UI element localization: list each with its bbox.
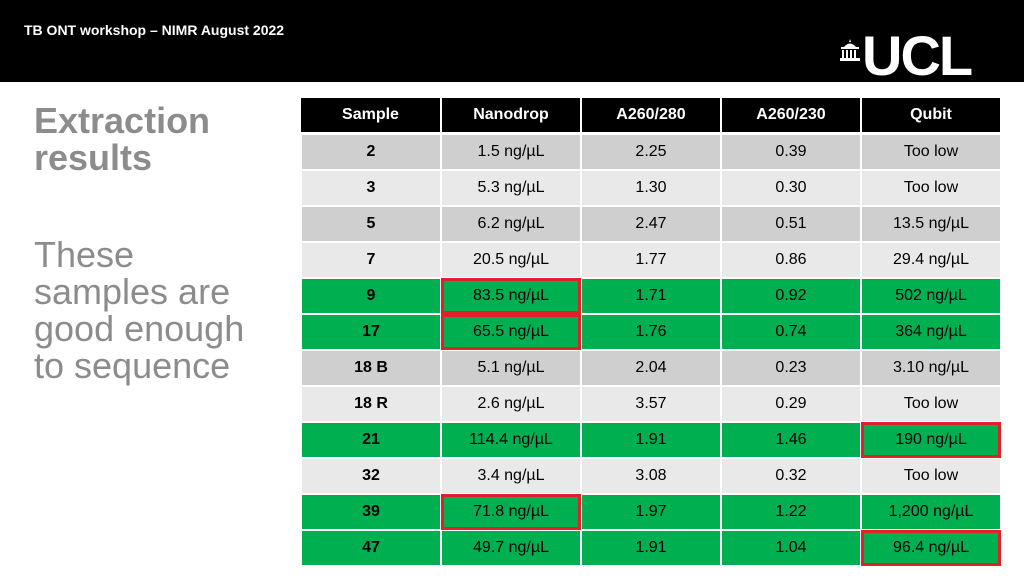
nanodrop-cell: 20.5 ng/µL <box>440 241 582 279</box>
ucl-portico-icon <box>840 39 860 61</box>
qubit-cell: 502 ng/µL <box>860 277 1002 315</box>
sample-cell: 39 <box>300 493 442 531</box>
qubit-cell: Too low <box>860 385 1002 423</box>
qubit-cell: 29.4 ng/µL <box>860 241 1002 279</box>
a260-280-cell: 3.08 <box>580 457 722 495</box>
header-bar: TB ONT workshop – NIMR August 2022 UCL <box>0 0 1024 84</box>
a260-230-cell: 1.22 <box>720 493 862 531</box>
a260-280-cell: 1.97 <box>580 493 722 531</box>
table-row: 21 114.4 ng/µL 1.91 1.46 190 ng/µL <box>300 421 1002 459</box>
subtext-line: to sequence <box>34 345 231 386</box>
a260-230-cell: 0.29 <box>720 385 862 423</box>
subtext-line: samples are <box>34 271 231 312</box>
table-row: 2 1.5 ng/µL 2.25 0.39 Too low <box>300 132 1002 171</box>
nanodrop-cell: 2.6 ng/µL <box>440 385 582 423</box>
column-header-nanodrop: Nanodrop <box>441 98 582 135</box>
a260-280-cell: 1.77 <box>580 241 722 279</box>
qubit-cell: 96.4 ng/µL <box>860 529 1002 567</box>
table-row: 17 65.5 ng/µL 1.76 0.74 364 ng/µL <box>300 313 1002 351</box>
qubit-cell: Too low <box>860 132 1002 171</box>
ucl-logo: UCL <box>840 28 1010 84</box>
slide-subtext: These samples are good enough to sequenc… <box>34 236 296 384</box>
a260-280-cell: 2.25 <box>580 132 722 171</box>
a260-280-cell: 3.57 <box>580 385 722 423</box>
table-row: 39 71.8 ng/µL 1.97 1.22 1,200 ng/µL <box>300 493 1002 531</box>
column-header-a260-280: A260/280 <box>581 98 722 135</box>
a260-230-cell: 0.51 <box>720 205 862 243</box>
nanodrop-cell: 65.5 ng/µL <box>440 313 582 351</box>
qubit-cell: 364 ng/µL <box>860 313 1002 351</box>
a260-280-cell: 1.30 <box>580 169 722 207</box>
sample-cell: 47 <box>300 529 442 567</box>
qubit-cell: 3.10 ng/µL <box>860 349 1002 387</box>
subtext-line: These <box>34 234 135 275</box>
a260-230-cell: 0.39 <box>720 132 862 171</box>
nanodrop-cell: 6.2 ng/µL <box>440 205 582 243</box>
sample-cell: 5 <box>300 205 442 243</box>
nanodrop-cell: 114.4 ng/µL <box>440 421 582 459</box>
a260-280-cell: 2.47 <box>580 205 722 243</box>
slide-heading: Extraction results <box>34 102 284 176</box>
nanodrop-cell: 49.7 ng/µL <box>440 529 582 567</box>
table-row: 9 83.5 ng/µL 1.71 0.92 502 ng/µL <box>300 277 1002 315</box>
nanodrop-cell: 5.3 ng/µL <box>440 169 582 207</box>
table-row: 32 3.4 ng/µL 3.08 0.32 Too low <box>300 457 1002 495</box>
sample-cell: 3 <box>300 169 442 207</box>
nanodrop-cell: 5.1 ng/µL <box>440 349 582 387</box>
sample-cell: 21 <box>300 421 442 459</box>
sample-cell: 32 <box>300 457 442 495</box>
table-row: 5 6.2 ng/µL 2.47 0.51 13.5 ng/µL <box>300 205 1002 243</box>
a260-280-cell: 1.71 <box>580 277 722 315</box>
a260-230-cell: 0.74 <box>720 313 862 351</box>
a260-280-cell: 1.91 <box>580 529 722 567</box>
extraction-results-table: Sample Nanodrop A260/280 A260/230 Qubit … <box>300 98 1002 567</box>
column-header-sample: Sample <box>301 98 442 135</box>
a260-280-cell: 1.76 <box>580 313 722 351</box>
header-title: TB ONT workshop – NIMR August 2022 <box>24 22 285 38</box>
ucl-logo-text: UCL <box>862 24 973 87</box>
table-row: 18 R 2.6 ng/µL 3.57 0.29 Too low <box>300 385 1002 423</box>
nanodrop-cell: 83.5 ng/µL <box>440 277 582 315</box>
sample-cell: 17 <box>300 313 442 351</box>
table-header-row: Sample Nanodrop A260/280 A260/230 Qubit <box>301 98 1002 135</box>
sample-cell: 2 <box>300 132 442 171</box>
table-row: 7 20.5 ng/µL 1.77 0.86 29.4 ng/µL <box>300 241 1002 279</box>
qubit-cell: 13.5 ng/µL <box>860 205 1002 243</box>
column-header-qubit: Qubit <box>861 98 1002 135</box>
a260-230-cell: 0.92 <box>720 277 862 315</box>
qubit-cell: 1,200 ng/µL <box>860 493 1002 531</box>
heading-line: Extraction <box>34 100 211 141</box>
table-body: 2 1.5 ng/µL 2.25 0.39 Too low 3 5.3 ng/µL 1.30 0… <box>300 132 1002 567</box>
a260-230-cell: 0.86 <box>720 241 862 279</box>
a260-280-cell: 1.91 <box>580 421 722 459</box>
subtext-line: good enough <box>34 308 245 349</box>
a260-230-cell: 0.30 <box>720 169 862 207</box>
a260-230-cell: 0.32 <box>720 457 862 495</box>
a260-230-cell: 1.46 <box>720 421 862 459</box>
qubit-cell: Too low <box>860 457 1002 495</box>
table-row: 3 5.3 ng/µL 1.30 0.30 Too low <box>300 169 1002 207</box>
a260-230-cell: 0.23 <box>720 349 862 387</box>
heading-line: results <box>34 137 153 178</box>
table-row: 18 B 5.1 ng/µL 2.04 0.23 3.10 ng/µL <box>300 349 1002 387</box>
a260-280-cell: 2.04 <box>580 349 722 387</box>
qubit-cell: 190 ng/µL <box>860 421 1002 459</box>
sample-cell: 7 <box>300 241 442 279</box>
nanodrop-cell: 71.8 ng/µL <box>440 493 582 531</box>
nanodrop-cell: 3.4 ng/µL <box>440 457 582 495</box>
table-row: 47 49.7 ng/µL 1.91 1.04 96.4 ng/µL <box>300 529 1002 567</box>
sample-cell: 18 B <box>300 349 442 387</box>
nanodrop-cell: 1.5 ng/µL <box>440 132 582 171</box>
sample-cell: 18 R <box>300 385 442 423</box>
a260-230-cell: 1.04 <box>720 529 862 567</box>
sample-cell: 9 <box>300 277 442 315</box>
column-header-a260-230: A260/230 <box>721 98 862 135</box>
qubit-cell: Too low <box>860 169 1002 207</box>
